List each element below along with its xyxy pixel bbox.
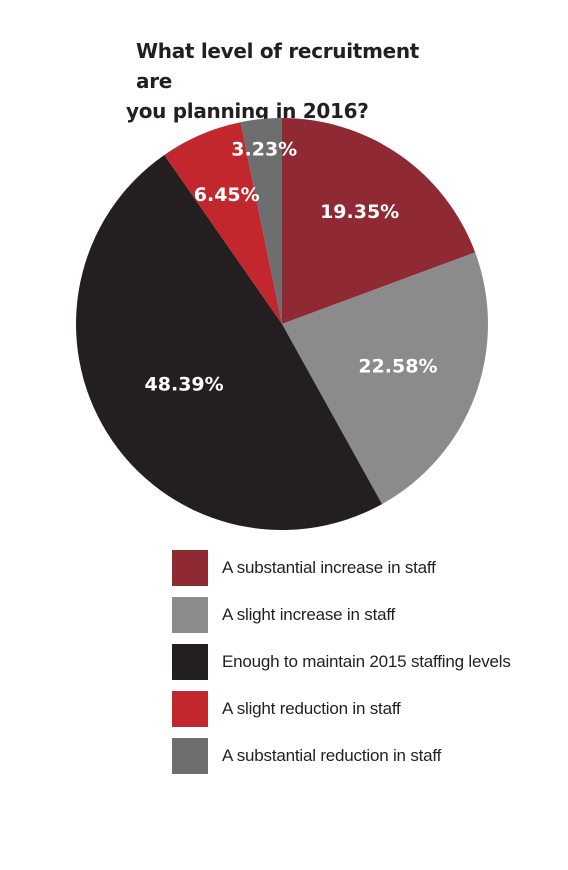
legend-label: A substantial increase in staff	[222, 558, 436, 577]
legend-label: A slight reduction in staff	[222, 699, 401, 718]
pie-slice	[282, 252, 488, 505]
chart-title-line-1: What level of recruitment are	[136, 39, 420, 93]
legend-item: A slight increase in staff	[172, 597, 511, 633]
legend: A substantial increase in staff A slight…	[172, 550, 511, 785]
slice-label: 22.58%	[358, 355, 437, 377]
slice-label: 3.23%	[231, 138, 297, 160]
pie-slice	[240, 118, 282, 324]
slice-label: 48.39%	[145, 374, 224, 396]
legend-item: A substantial increase in staff	[172, 550, 511, 586]
legend-item: A slight reduction in staff	[172, 691, 511, 727]
slice-label: 19.35%	[320, 201, 399, 223]
legend-swatch	[172, 550, 208, 586]
legend-item: A substantial reduction in staff	[172, 738, 511, 774]
legend-item: Enough to maintain 2015 staffing levels	[172, 644, 511, 680]
chart-title: What level of recruitment are you planni…	[126, 36, 456, 126]
pie-slice-labels: 19.35% 22.58% 48.39% 6.45% 3.23%	[145, 138, 438, 395]
legend-swatch	[172, 691, 208, 727]
legend-label: A slight increase in staff	[222, 605, 396, 624]
slice-label: 6.45%	[194, 184, 260, 206]
legend-label: Enough to maintain 2015 staffing levels	[222, 652, 511, 671]
legend-label: A substantial reduction in staff	[222, 746, 442, 765]
legend-swatch	[172, 738, 208, 774]
pie-slice	[282, 118, 476, 324]
legend-swatch	[172, 644, 208, 680]
chart-title-line-2: you planning in 2016?	[126, 99, 369, 123]
pie-plot: 19.35% 22.58% 48.39% 6.45% 3.23%	[76, 118, 488, 530]
pie-slice	[76, 154, 383, 530]
pie-slices	[76, 118, 488, 530]
legend-swatch	[172, 597, 208, 633]
pie-slice	[164, 122, 282, 324]
